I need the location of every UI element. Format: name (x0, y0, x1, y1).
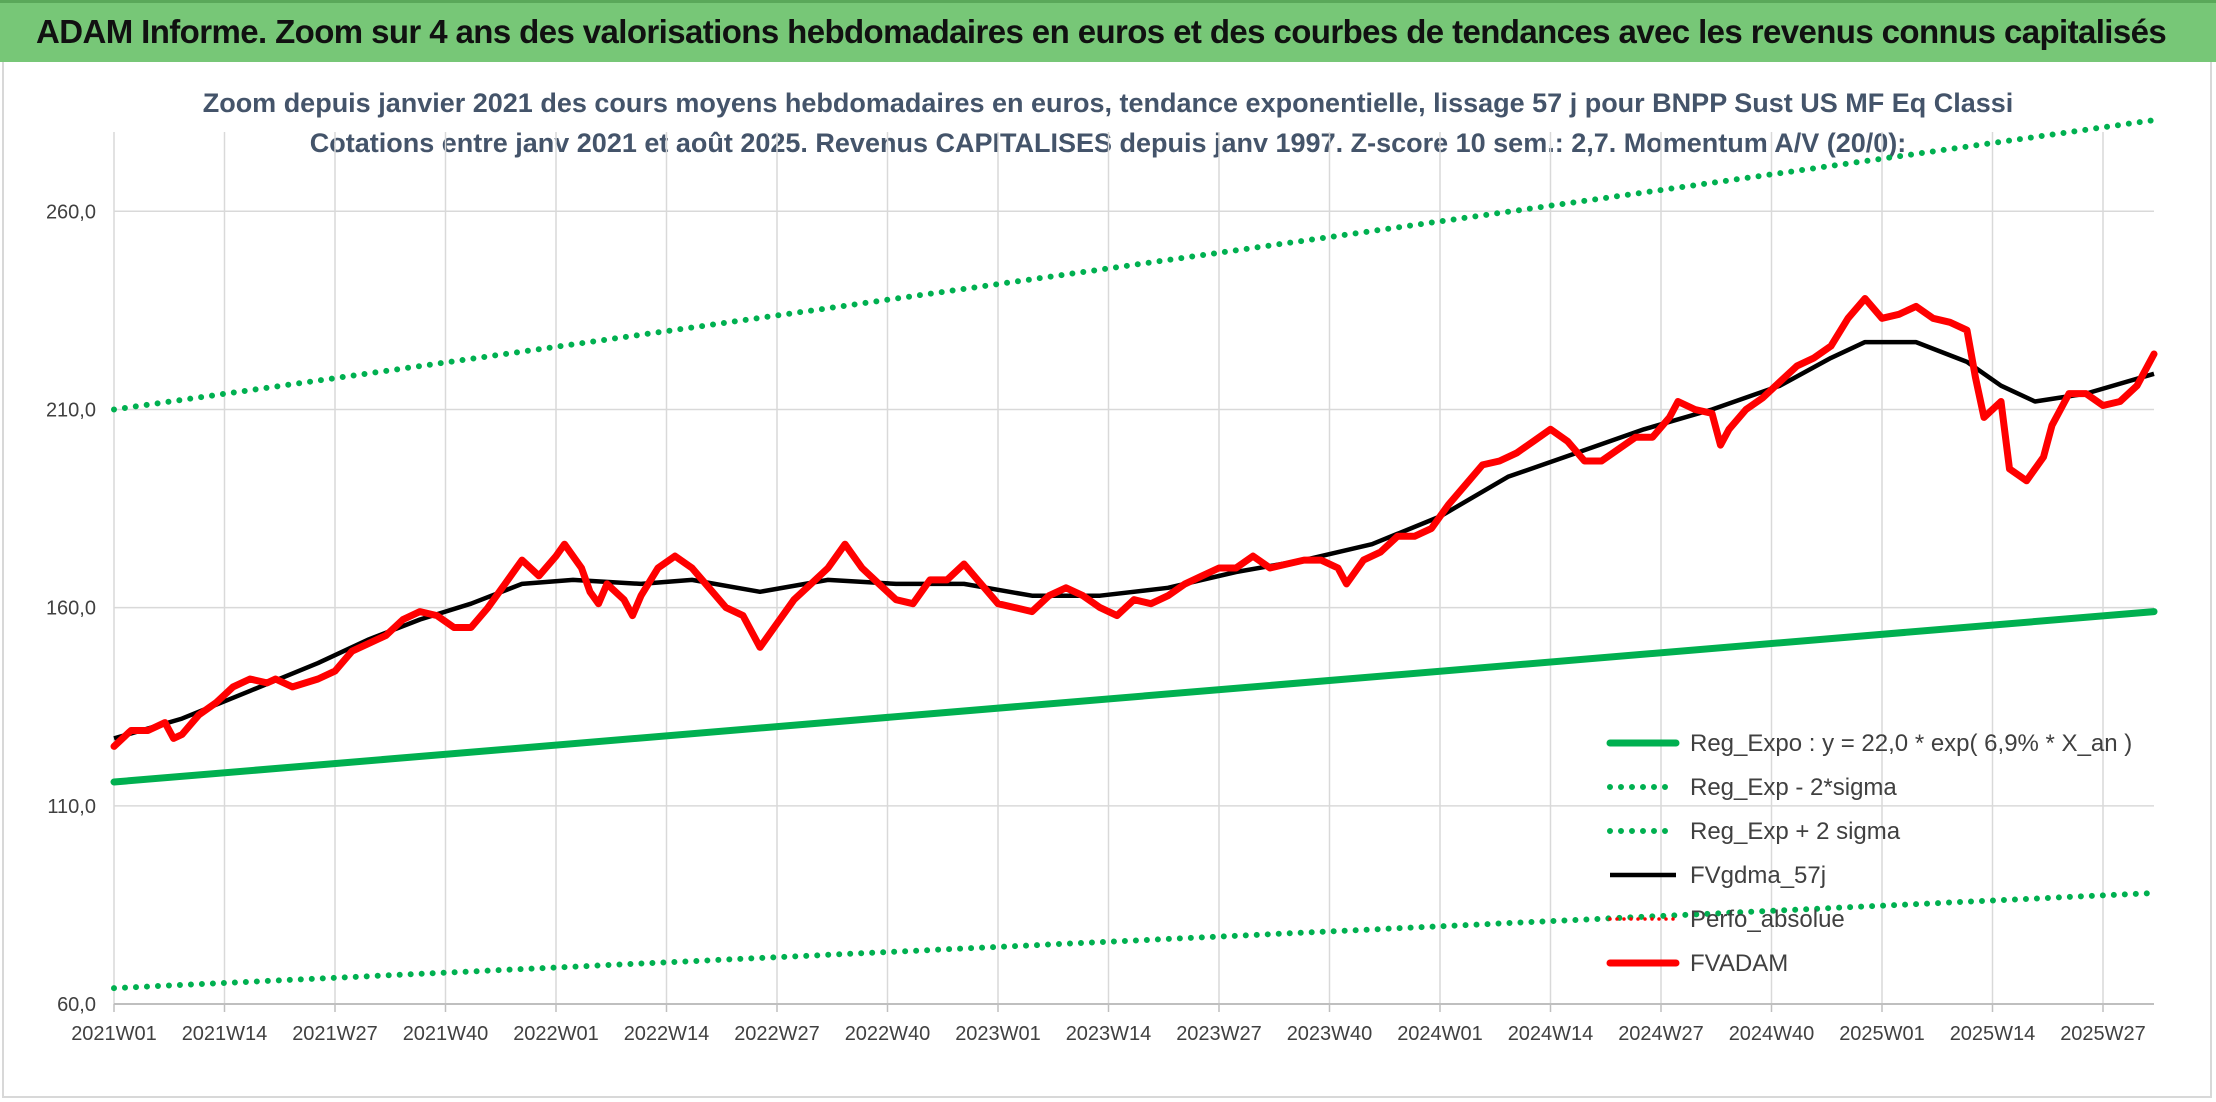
x-tick-label: 2025W27 (2060, 1023, 2146, 1045)
legend-entry: Reg_Exp - 2*sigma (1690, 774, 1897, 801)
legend-entry: FVADAM (1690, 950, 1788, 977)
x-tick-label: 2023W14 (1066, 1023, 1152, 1045)
legend-entry: FVgdma_57j (1690, 862, 1826, 889)
gridlines (113, 132, 2154, 1005)
x-tick-label: 2021W14 (182, 1023, 268, 1045)
series-line-reg-exp-2-sigma (111, 117, 2157, 413)
x-tick-label: 2021W01 (71, 1023, 157, 1045)
legend-entry: Reg_Exp + 2 sigma (1690, 818, 1901, 845)
header-bar: ADAM Informe. Zoom sur 4 ans des valoris… (0, 0, 2216, 62)
series-layer (110, 117, 2158, 992)
y-tick-label: 60,0 (57, 994, 96, 1016)
x-tick-label: 2023W40 (1287, 1023, 1373, 1045)
x-tick-label: 2023W27 (1176, 1023, 1262, 1045)
y-tick-label: 210,0 (46, 399, 96, 421)
x-tick-label: 2025W01 (1839, 1023, 1925, 1045)
x-tick-label: 2022W27 (734, 1023, 820, 1045)
page-title: ADAM Informe. Zoom sur 4 ans des valoris… (36, 13, 2167, 50)
chart-frame: Zoom depuis janvier 2021 des cours moyen… (2, 62, 2212, 1098)
legend: Reg_Expo : y = 22,0 * exp( 6,9% * X_an )… (1606, 730, 2132, 977)
legend-entry: Perfo_absolue (1690, 906, 1845, 933)
x-tick-label: 2024W40 (1729, 1023, 1815, 1045)
x-tick-label: 2024W14 (1508, 1023, 1594, 1045)
x-tick-label: 2025W14 (1950, 1023, 2036, 1045)
series-line-reg-expo-y-22-0-exp-6-9- (110, 608, 2158, 786)
series-line-fvadam (110, 295, 2158, 750)
y-axis: 60,0 110,0 160,0 210,0 260,0 (46, 201, 96, 1016)
series-line-reg-exp-2-sigma (111, 890, 2157, 992)
y-tick-label: 260,0 (46, 201, 96, 223)
legend-entry: Reg_Expo : y = 22,0 * exp( 6,9% * X_an ) (1690, 730, 2132, 757)
x-tick-label: 2022W40 (845, 1023, 931, 1045)
x-tick-label: 2024W01 (1397, 1023, 1483, 1045)
x-tick-label: 2023W01 (955, 1023, 1041, 1045)
weekly-valuation-chart: Zoom depuis janvier 2021 des cours moyen… (46, 88, 2158, 1045)
series-line-fvgdma-57j (113, 339, 2155, 741)
x-tick-label: 2022W14 (624, 1023, 710, 1045)
y-tick-label: 160,0 (46, 598, 96, 620)
x-tick-label: 2022W01 (513, 1023, 599, 1045)
x-tick-label: 2021W40 (403, 1023, 489, 1045)
x-axis: 2021W01 2021W14 2021W27 2021W40 2022W01 2022W… (71, 1003, 2154, 1045)
chart-title: Zoom depuis janvier 2021 des cours moyen… (203, 88, 2014, 118)
y-tick-label: 110,0 (47, 796, 96, 818)
x-tick-label: 2021W27 (292, 1023, 378, 1045)
x-tick-label: 2024W27 (1618, 1023, 1704, 1045)
